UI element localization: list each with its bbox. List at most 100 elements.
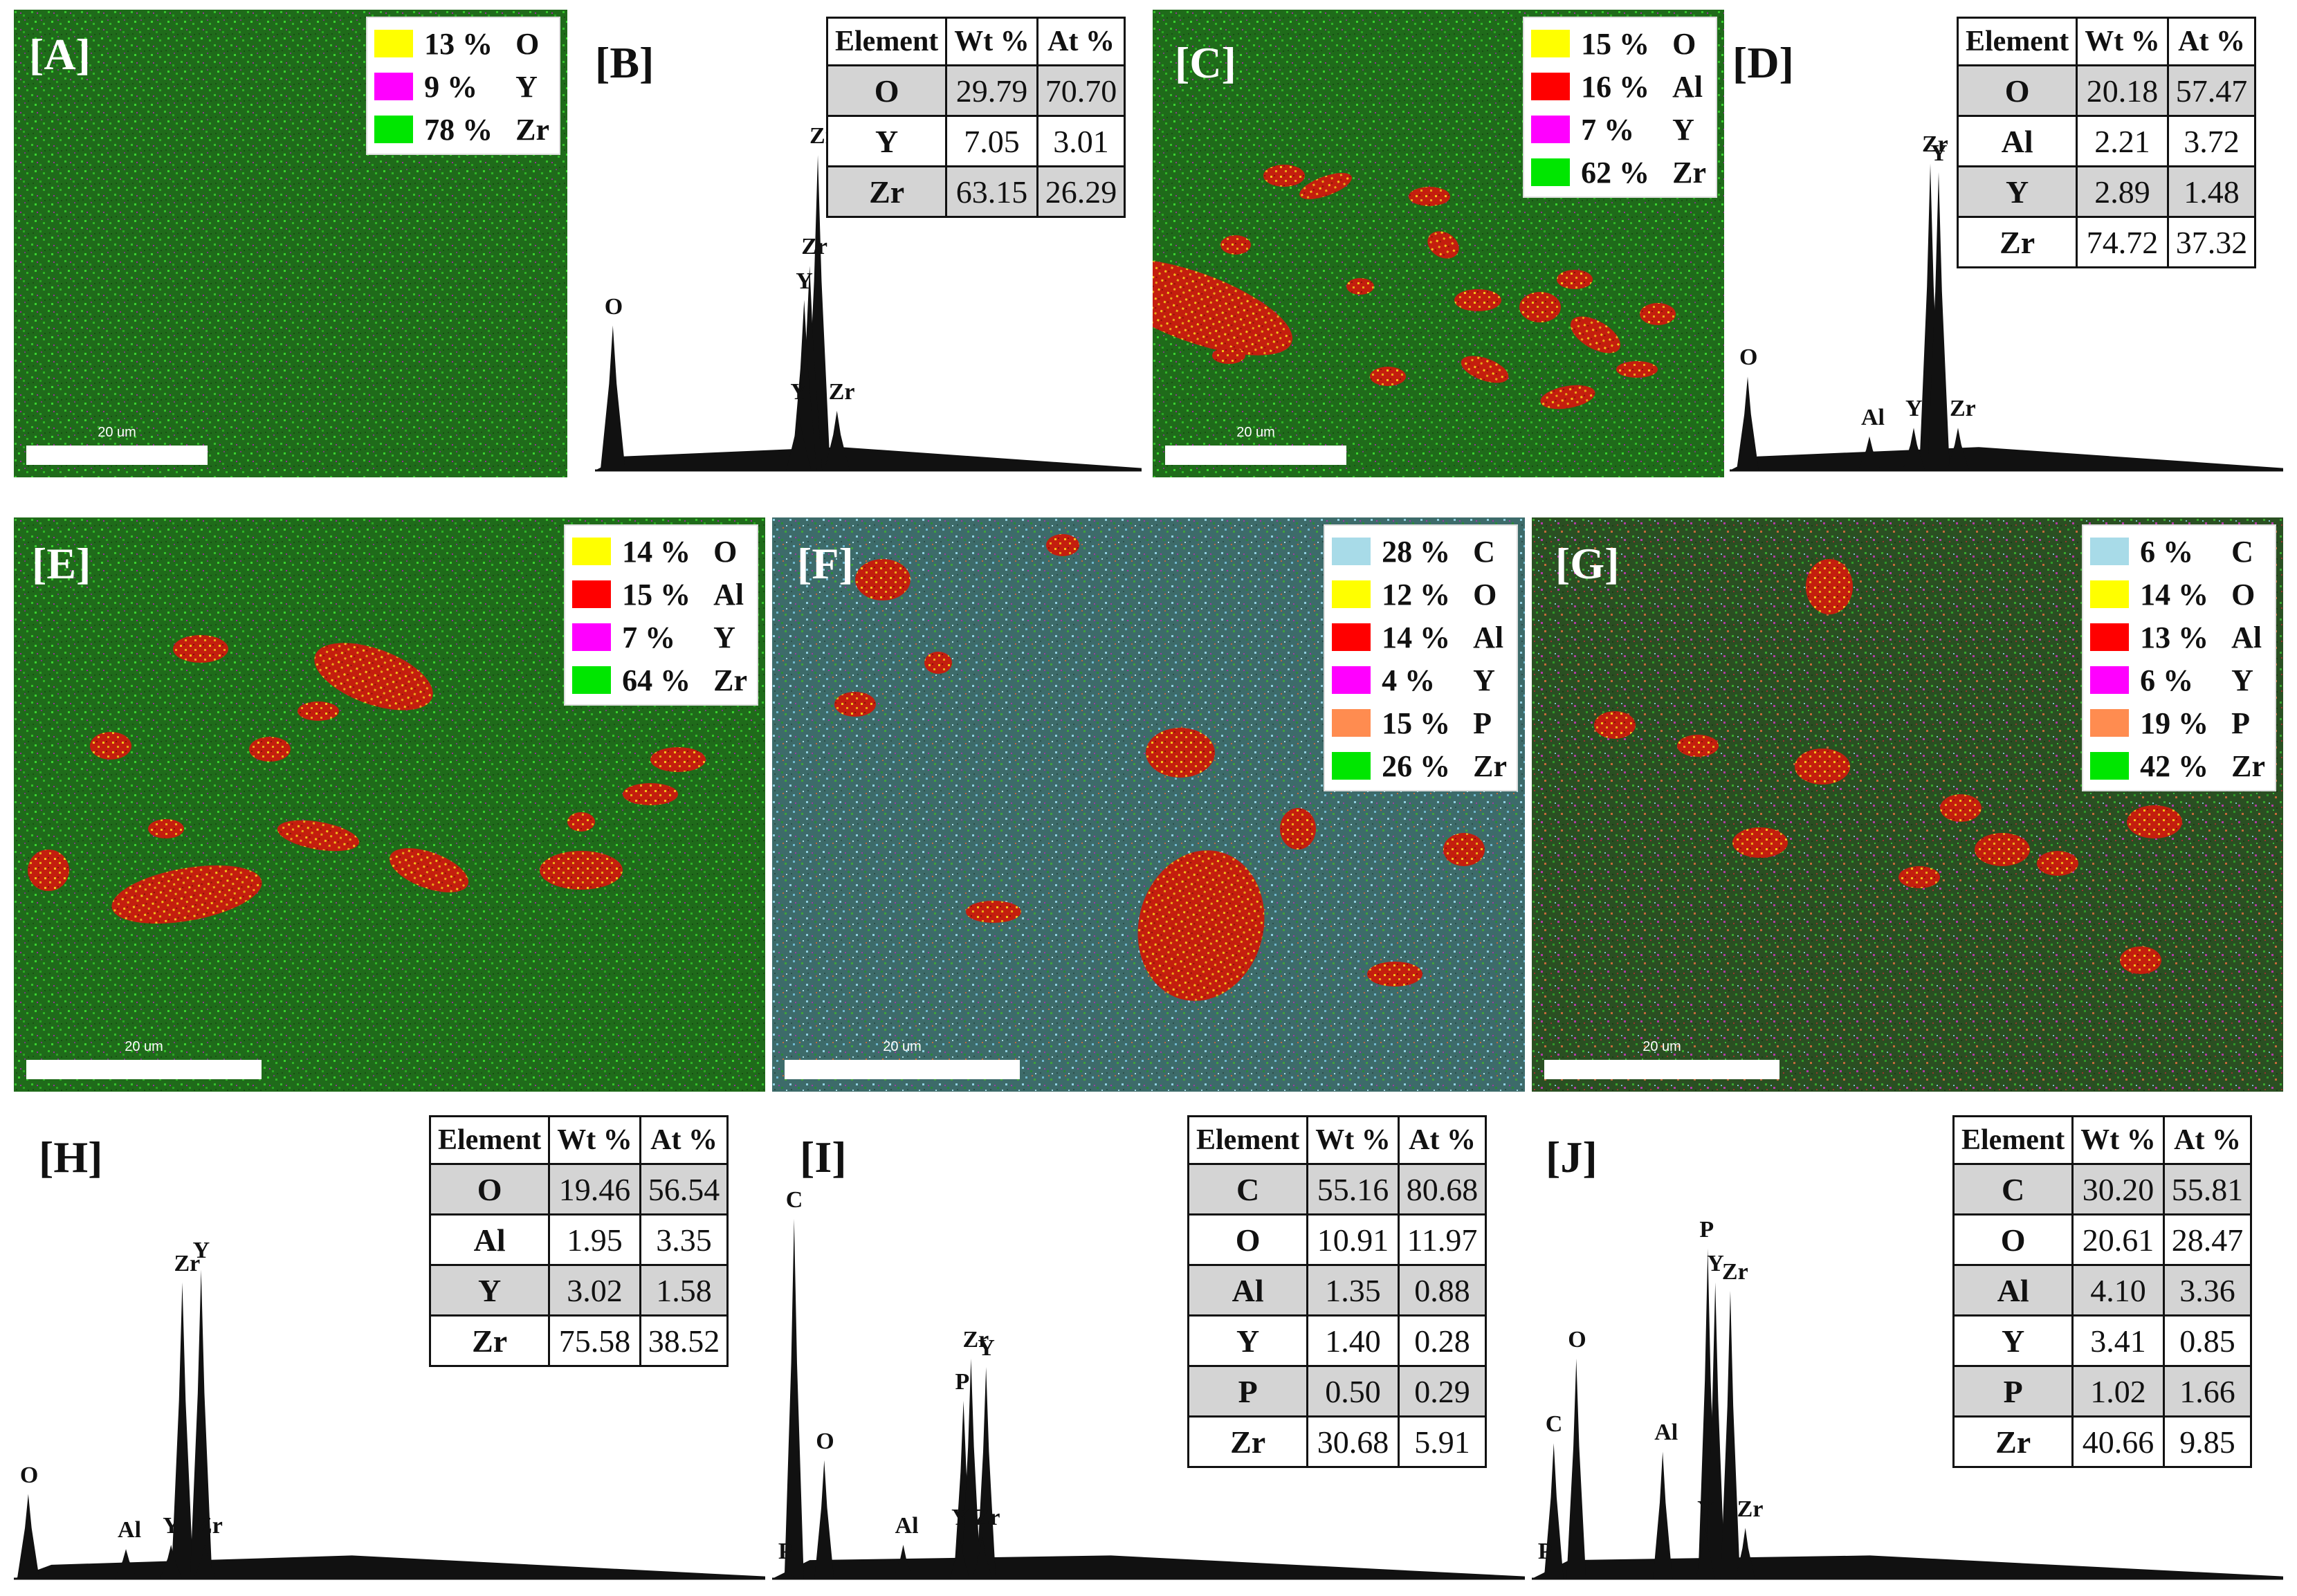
table-value-cell: 38.52 (639, 1314, 729, 1367)
legend-element: Zr (2231, 749, 2265, 783)
peak-label: P (955, 1368, 970, 1395)
table-element-cell: Y (1956, 165, 2078, 218)
spectrum-peak (976, 1367, 996, 1579)
legend-swatch (374, 73, 414, 100)
al-particle-layer (834, 534, 1485, 1001)
al-particle (1146, 728, 1215, 778)
al-particle (1594, 711, 1636, 739)
spectrum-peak (1536, 1570, 1556, 1579)
spectrum-peak (961, 1358, 981, 1579)
table-value-cell: 0.88 (1397, 1264, 1488, 1317)
peak-label: Zr (973, 1504, 1000, 1530)
table-value-cell: 30.68 (1306, 1415, 1400, 1468)
peak-label: Zr (962, 1326, 989, 1352)
table-value-cell: 10.91 (1306, 1213, 1400, 1266)
spectrum-peak (1653, 1451, 1673, 1579)
al-particle (567, 812, 595, 832)
table-row: Al 1.35 0.88 (1187, 1264, 1488, 1317)
al-particle (1370, 367, 1406, 386)
table-header-cell: Element (825, 17, 948, 66)
al-particle (1540, 385, 1595, 410)
table-value-cell: 80.68 (1397, 1163, 1488, 1216)
legend-percent: 64 % (622, 663, 691, 697)
legend-percent: 15 % (1581, 26, 1650, 61)
spectrum-peak (1696, 1528, 1716, 1579)
legend-percent: 15 % (622, 577, 691, 612)
table-value-cell: 3.02 (548, 1264, 641, 1317)
legend-swatch (1332, 623, 1371, 651)
table-element-cell: Al (1187, 1264, 1309, 1317)
legend-entry: 19 % P (2090, 701, 2265, 744)
legend-percent: 16 % (1581, 69, 1650, 104)
table-header-cell: At % (1397, 1115, 1488, 1165)
legend-element: Zr (515, 112, 549, 147)
legend-element: Al (2231, 620, 2262, 654)
table-element-cell: O (428, 1163, 551, 1216)
al-particle (1220, 235, 1251, 255)
table-row: O 10.91 11.97 (1187, 1213, 1488, 1266)
al-particle (623, 783, 678, 805)
al-particle (540, 851, 623, 890)
legend-e: 14 % O 15 % Al 7 % Y 64 % Zr (564, 524, 758, 706)
spectrum-plot (14, 1269, 765, 1580)
table-value-cell: 11.97 (1397, 1213, 1488, 1266)
legend-entry: 28 % C (1332, 530, 1507, 573)
legend-percent: 14 % (2140, 577, 2209, 612)
legend-entry: 13 % O (374, 22, 549, 65)
legend-percent: 19 % (2140, 706, 2209, 740)
eds-table-j: Element Wt % At % C 30.20 55.81 O 20.61 28.47 Al 4… (1952, 1115, 2253, 1468)
legend-entry: 9 % Y (374, 65, 549, 108)
al-particle (1898, 866, 1940, 888)
table-header-cell: At % (1036, 17, 1126, 66)
scale-bar: 20 um (26, 1039, 262, 1079)
peak-label: P (1699, 1216, 1714, 1242)
panel-label-i: [I] (800, 1132, 847, 1182)
spectrum-peak (17, 1494, 39, 1579)
spectrum-peak (893, 1545, 913, 1579)
table-value-cell: 70.70 (1036, 64, 1126, 117)
spectrum-peak (824, 410, 850, 470)
table-value-cell: 2.21 (2076, 115, 2169, 167)
table-row: Y 3.41 0.85 (1952, 1314, 2253, 1367)
al-particle (1677, 735, 1719, 757)
spectrum-peak (160, 1545, 183, 1579)
spectrum-peak (1705, 1282, 1726, 1579)
al-particle (1137, 850, 1265, 1001)
al-particle (1367, 962, 1422, 987)
scale-bar: 20 um (785, 1039, 1020, 1079)
legend-percent: 13 % (2140, 620, 2209, 654)
al-particle (1427, 231, 1459, 259)
eds-table-i: Element Wt % At % C 55.16 80.68 O 10.91 11.97 Al 1… (1187, 1115, 1488, 1468)
panel-label-f: [F] (797, 539, 854, 588)
table-row: O 29.79 70.70 (825, 64, 1126, 117)
al-particle (90, 732, 131, 760)
peak-label: Zr (174, 1250, 201, 1276)
legend-element: C (1473, 534, 1495, 569)
spectrum-peak (1858, 436, 1880, 470)
table-element-cell: Zr (825, 165, 948, 218)
table-value-cell: 0.29 (1397, 1365, 1488, 1418)
legend-swatch (1332, 538, 1371, 565)
table-value-cell: 75.58 (548, 1314, 641, 1367)
table-value-cell: 28.47 (2162, 1213, 2253, 1266)
table-element-cell: O (1187, 1213, 1309, 1266)
table-header-cell: Element (1952, 1115, 2074, 1165)
table-row: Zr 30.68 5.91 (1187, 1415, 1488, 1468)
legend-swatch (1332, 666, 1371, 694)
table-value-cell: 37.32 (2166, 216, 2257, 268)
al-particle-layer (28, 635, 706, 924)
al-particle (1212, 347, 1245, 364)
legend-swatch (572, 623, 612, 651)
legend-entry: 64 % Zr (572, 659, 747, 701)
legend-percent: 4 % (1382, 663, 1436, 697)
table-element-cell: Y (1952, 1314, 2074, 1367)
table-element-cell: Y (428, 1264, 551, 1317)
legend-percent: 7 % (622, 620, 676, 654)
peak-label: O (1568, 1326, 1586, 1352)
table-value-cell: 74.72 (2076, 216, 2169, 268)
legend-swatch (1332, 709, 1371, 737)
peak-label: C (1545, 1411, 1563, 1438)
table-row: Y 1.40 0.28 (1187, 1314, 1488, 1367)
peak-label: Zr (1737, 1496, 1764, 1522)
al-particle (298, 701, 339, 721)
